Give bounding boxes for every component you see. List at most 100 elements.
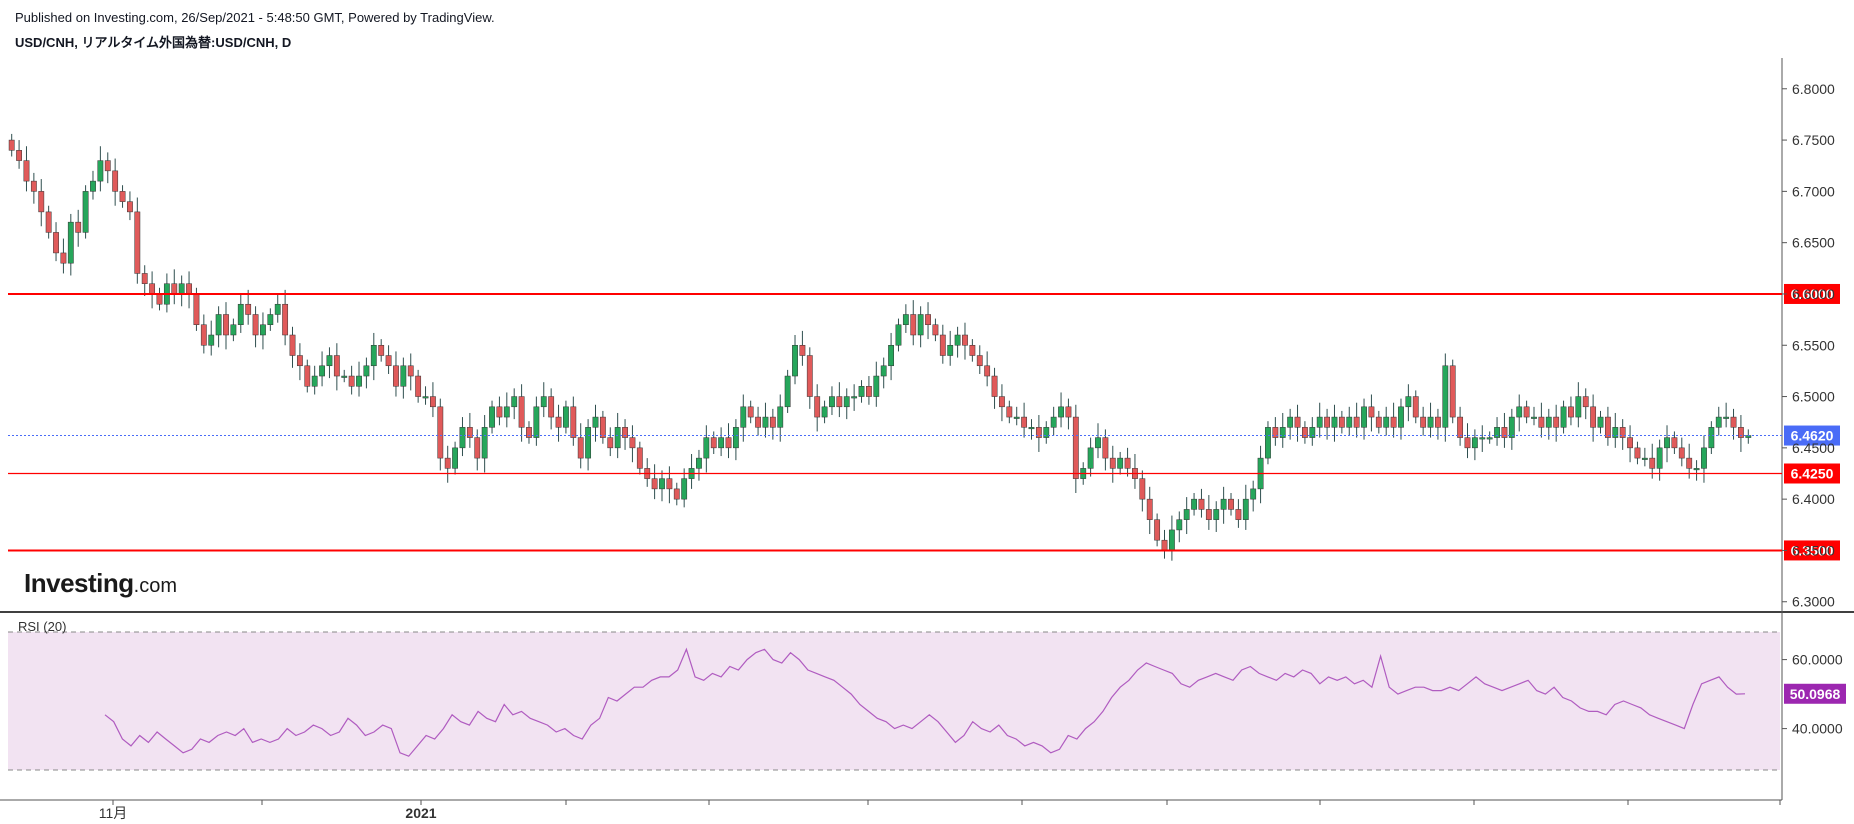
time-tick-label: 11月 [99,805,128,821]
candle-body [784,375,791,408]
candle-body [1287,416,1294,428]
candle-body [925,314,931,325]
candle-body [1715,416,1722,428]
candle-body [1279,427,1286,438]
candle-body [1664,437,1670,449]
candle-body [1604,416,1611,438]
candle-body [1058,406,1064,418]
rsi-series-line [104,647,1746,757]
candle-body [710,437,717,449]
candle-body [1146,498,1153,520]
candle-body [511,396,518,408]
candle-body [260,324,266,336]
candle-body [1471,437,1478,449]
candle-body [932,324,939,336]
candle-body [481,427,488,459]
level-price-label: 6.4250 [1791,466,1834,482]
candle-body [311,375,318,387]
candle-body [880,365,887,377]
candle-body [1671,437,1678,449]
candle-body [356,375,362,387]
candle-body [393,365,399,387]
candle-body [104,160,111,172]
candle-body [112,170,119,192]
candle-body [1590,406,1597,428]
candle-body [1427,416,1434,428]
candle-body [466,427,473,438]
candle-body [577,437,584,459]
candle-body [1006,406,1013,418]
candle-body [1228,498,1234,510]
candle-body [666,478,673,490]
candle-body [1701,447,1707,469]
candle-body [496,406,503,418]
candle-body [681,478,688,500]
candle-body [341,375,348,378]
symbol-title: USD/CNH, リアルタイム外国為替:USD/CNH, D [15,35,292,50]
candle-body [1449,365,1456,418]
candle-body [437,406,444,459]
candle-body [1730,416,1737,428]
candle-body [696,457,702,469]
candle-body [1368,406,1375,418]
candle-body [1560,406,1567,428]
candle-body [459,427,466,449]
candle-body [186,283,192,295]
candle-body [947,345,954,356]
candle-body [1361,406,1367,428]
logo-sub-text: .com [134,575,177,597]
candle-body [1678,447,1685,459]
candle-body [1220,498,1227,510]
candle-body [1213,509,1220,520]
candle-body [636,447,643,469]
candle-body [570,406,577,438]
rsi-value-tag [1784,683,1846,704]
price-tick-label: 6.7000 [1792,183,1835,199]
candle-body [1656,447,1663,469]
candle-body [1316,416,1323,428]
candle-body [1272,427,1279,438]
price-tick-label: 6.6000 [1792,286,1835,302]
candle-body [141,273,148,284]
price-tick-label: 6.5500 [1792,337,1835,353]
candle-body [1087,447,1094,469]
candle-body [1641,457,1648,460]
candle-body [799,345,806,356]
candle-body [289,334,296,356]
candle-body [1693,468,1700,471]
candle-body [1043,427,1050,438]
price-tick-label: 6.8000 [1792,81,1835,97]
candle-body [474,437,481,459]
candle-body [38,191,45,213]
candle-body [1575,396,1582,418]
price-tick-label: 6.4000 [1792,491,1835,507]
candle-body [1176,519,1183,531]
candle-body [1686,457,1693,469]
candle-body [1390,416,1397,428]
candle-body [1065,406,1072,418]
candle-body [407,365,414,377]
candle-body [969,345,976,356]
candle-body [1442,365,1449,428]
candle-body [134,211,141,274]
candle-body [282,303,289,336]
candle-body [555,416,562,428]
candle-body [1383,416,1390,428]
candle-body [1723,416,1730,419]
candle-body [1479,437,1486,440]
candle-body [806,355,813,397]
candle-body [252,314,259,336]
candle-body [888,345,894,367]
candle-body [1494,427,1500,438]
rsi-tick-label: 40.0000 [1792,721,1843,737]
level-price-tag [1784,283,1840,304]
candle-body [673,488,680,500]
candle-body [622,427,628,438]
candle-body [858,386,865,397]
candle-body [1102,437,1109,459]
candle-body [866,386,872,397]
candle-body [1398,406,1404,428]
rsi-value-label: 50.0968 [1790,686,1841,702]
candle-body [45,211,52,233]
